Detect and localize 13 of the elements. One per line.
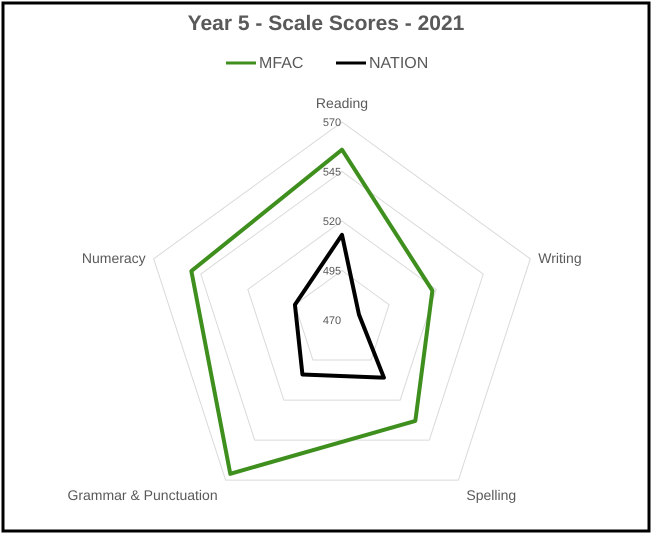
chart-title: Year 5 - Scale Scores - 2021	[188, 12, 465, 35]
y-tick-label: 545	[322, 166, 342, 178]
y-tick-label: 520	[322, 216, 342, 228]
y-tick-label: 470	[322, 315, 342, 327]
spoke-label: Writing	[538, 250, 582, 266]
legend-label: NATION	[369, 55, 428, 72]
spoke-label: Reading	[316, 95, 368, 111]
spoke-label: Grammar & Punctuation	[67, 487, 218, 504]
y-tick-label: 570	[322, 117, 342, 129]
spoke-label: Spelling	[466, 487, 516, 504]
legend-label: MFAC	[259, 55, 304, 72]
y-tick-label: 495	[322, 266, 342, 278]
spoke-label: Numeracy	[82, 250, 146, 266]
